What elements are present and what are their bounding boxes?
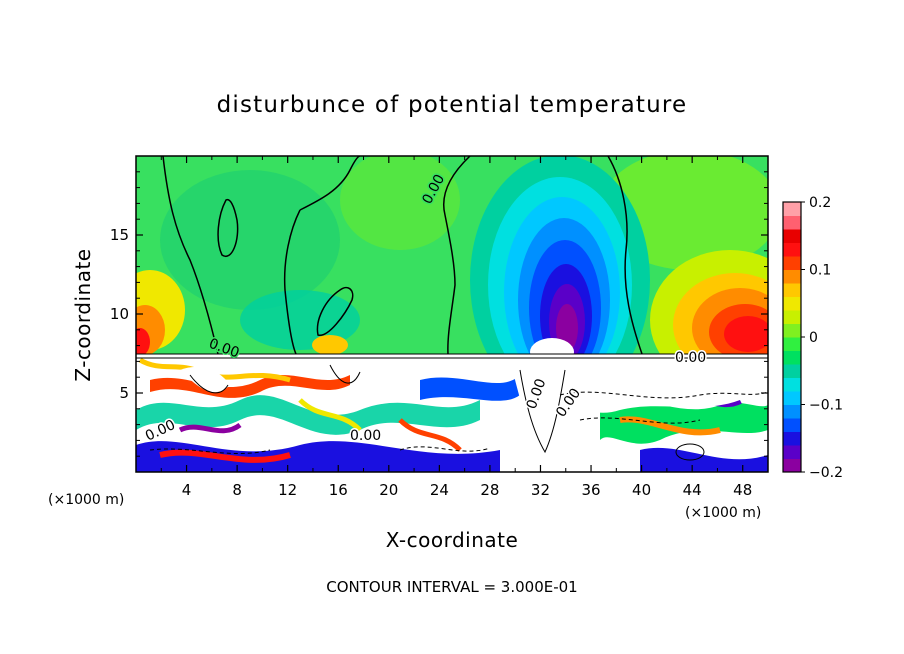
x-tick-label: 40 — [632, 481, 651, 499]
x-tick-label: 36 — [581, 481, 600, 499]
colorbar-tick-label: 0.1 — [809, 263, 831, 279]
colorbar-swatch — [783, 431, 801, 446]
x-axis-unit-left: (×1000 m) — [48, 492, 124, 508]
colorbar-swatch — [783, 323, 801, 338]
x-tick-label: 48 — [733, 481, 752, 499]
plot-area: 0.00 0.00 0.00 0.00 0.00 0.00 0.00 — [136, 156, 768, 472]
x-tick-label: 24 — [430, 481, 449, 499]
x-tick-label: 28 — [480, 481, 499, 499]
x-tick-label: 8 — [232, 481, 242, 499]
chart-title: disturbunce of potential temperature — [217, 92, 688, 118]
y-tick-label: 10 — [110, 305, 129, 323]
colorbar: 0.2 0.1 0 −0.1 −0.2 — [782, 195, 843, 481]
colorbar-swatch — [783, 283, 801, 297]
x-axis-label: X-coordinate — [386, 528, 519, 552]
colorbar-tick-label: 0.2 — [809, 195, 831, 211]
colorbar-tick-label: −0.2 — [809, 465, 843, 481]
colorbar-swatch — [783, 364, 801, 378]
colorbar-swatch — [783, 377, 801, 392]
lower-field — [136, 357, 768, 472]
y-tick-label: 5 — [119, 384, 129, 402]
colorbar-swatch — [783, 404, 801, 419]
x-axis-ticks: 4 8 12 16 20 24 28 32 36 40 44 48 — [160, 156, 752, 499]
x-tick-label: 16 — [329, 481, 348, 499]
x-tick-label: 12 — [278, 481, 297, 499]
x-tick-label: 32 — [531, 481, 550, 499]
contour-interval-note: CONTOUR INTERVAL = 3.000E-01 — [326, 578, 577, 596]
colorbar-swatch — [783, 337, 801, 351]
x-tick-label: 44 — [683, 481, 702, 499]
contour-label: 0.00 — [350, 428, 381, 444]
y-axis-label: Z-coordinate — [71, 248, 95, 381]
colorbar-swatch — [783, 202, 801, 216]
colorbar-tick-label: −0.1 — [809, 398, 843, 414]
colorbar-swatch — [783, 269, 801, 284]
colorbar-swatch — [783, 229, 801, 243]
colorbar-swatch — [783, 215, 801, 230]
colorbar-swatch — [783, 296, 801, 311]
colorbar-swatch — [783, 458, 801, 473]
y-tick-label: 15 — [110, 226, 129, 244]
colorbar-swatch — [783, 418, 801, 432]
colorbar-swatch — [783, 310, 801, 324]
colorbar-swatch — [783, 445, 801, 459]
colorbar-swatch — [783, 350, 801, 365]
colorbar-swatch — [783, 391, 801, 405]
zero-contours — [162, 156, 643, 355]
colorbar-swatch — [783, 242, 801, 257]
x-tick-label: 20 — [379, 481, 398, 499]
boundary-band — [136, 354, 768, 358]
colorbar-tick-label: 0 — [809, 330, 818, 346]
contour-label: 0.00 — [675, 350, 706, 366]
colorbar-swatch — [783, 256, 801, 270]
x-tick-label: 4 — [182, 481, 192, 499]
x-axis-unit-right: (×1000 m) — [685, 505, 761, 521]
y-axis-ticks: 5 10 15 — [110, 171, 768, 457]
